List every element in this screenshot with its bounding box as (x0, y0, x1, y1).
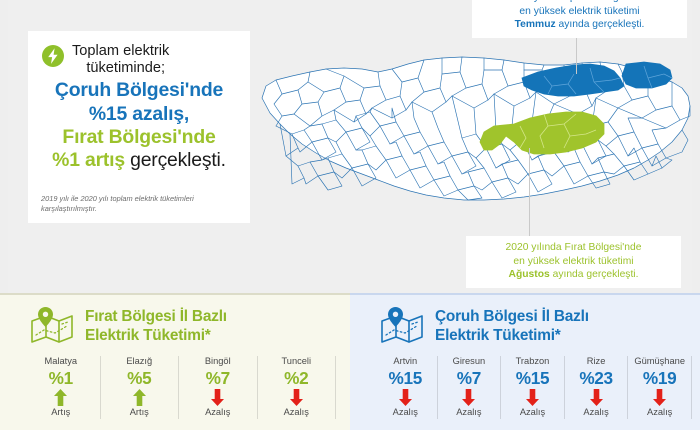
province-name: Tunceli (281, 356, 312, 366)
statement-firat-rest: gerçekleşti. (124, 149, 226, 172)
trend-down-icon (260, 388, 334, 406)
province-value: %7 (456, 368, 482, 389)
statement-firat-region: Fırat Bölgesi'nde (62, 126, 216, 148)
firat-callout: 2020 yılında Fırat Bölgesi'nde en yüksek… (466, 236, 681, 289)
coruh-callout-connector (576, 30, 577, 74)
firat-callout-line2: en yüksek elektrik tüketimi (513, 255, 634, 267)
province-direction: Azalış (519, 407, 546, 418)
statement-firat-value: %1 artış gerçekleşti. (41, 149, 237, 173)
statement-lead-line1: Toplam elektrik (72, 43, 170, 59)
province-value: %15 (515, 368, 550, 389)
province-column: Tunceli %2 Azalış (258, 356, 336, 419)
province-column: Rize %23 Azalış (565, 356, 629, 419)
province-value: %23 (579, 368, 613, 389)
firat-callout-line3: Ağustos ayında gerçekleşti. (476, 268, 671, 282)
province-column: Artvin %15 Azalış (374, 356, 438, 419)
province-value: %7 (205, 368, 231, 389)
province-direction: Azalış (205, 407, 231, 418)
trend-down-icon (567, 388, 626, 406)
coruh-columns: Artvin %15 Azalış Giresun %7 Azalış (374, 356, 692, 419)
coruh-callout-month: Temmuz (514, 19, 556, 31)
statement-lead: Toplam elektrik tüketiminde; (41, 43, 237, 77)
firat-callout-month: Ağustos (508, 269, 550, 281)
province-column: Bingöl %7 Azalış (179, 356, 258, 419)
province-name: Elazığ (126, 356, 153, 366)
province-column: Giresun %7 Azalış (438, 356, 502, 419)
province-name: Giresun (452, 356, 486, 366)
coruh-panel: Çoruh Bölgesi İl Bazlı Elektrik Tüketimi… (350, 293, 700, 430)
province-name: Gümüşhane (634, 356, 685, 366)
province-value: %1 (48, 368, 74, 389)
map-stage: Toplam elektrik tüketiminde; Çoruh Bölge… (0, 0, 700, 293)
province-direction: Azalış (583, 407, 609, 418)
province-name: Malatya (44, 356, 78, 366)
statement-coruh-region: Çoruh Bölgesi'nde (54, 79, 224, 102)
province-direction: Azalış (647, 407, 673, 418)
trend-down-icon (503, 388, 562, 406)
province-column: Gümüşhane %19 Azalış (628, 356, 692, 419)
province-direction: Azalış (456, 407, 482, 418)
trend-down-icon (440, 388, 499, 406)
firat-panel-title-line1: Fırat Bölgesi İl Bazlı (85, 307, 227, 325)
province-value: %15 (388, 368, 423, 389)
firat-callout-line1: 2020 yılında Fırat Bölgesi'nde (505, 242, 642, 253)
province-column: Trabzon %15 Azalış (501, 356, 565, 419)
firat-panel-title: Fırat Bölgesi İl Bazlı Elektrik Tüketimi… (85, 307, 227, 345)
statement-lead-text: Toplam elektrik tüketiminde; (72, 43, 169, 77)
statement-lead-line2: tüketiminde; (86, 60, 165, 77)
statement-firat-pct: %1 artış (52, 149, 125, 172)
province-direction: Artış (51, 407, 71, 418)
firat-callout-line3-rest: ayında gerçekleşti. (549, 269, 639, 281)
province-name: Artvin (393, 356, 418, 366)
province-name: Bingöl (204, 356, 231, 366)
province-direction: Azalış (392, 407, 418, 418)
lightning-bolt-icon (41, 44, 65, 68)
statement-highlight: Çoruh Bölgesi'nde %15 azalış, Fırat Bölg… (41, 79, 237, 173)
map-pin-icon (378, 306, 425, 346)
statement-footnote: 2019 yılı ile 2020 yılı toplam elektrik … (41, 193, 194, 213)
province-value: %2 (284, 368, 309, 389)
coruh-callout-line3-rest: ayında gerçekleşti. (555, 19, 645, 31)
province-value: %5 (127, 368, 152, 389)
turkey-provinces-map (252, 38, 696, 226)
trend-down-icon (630, 388, 689, 406)
trend-up-icon (103, 388, 177, 406)
province-column: Elazığ %5 Artış (101, 356, 179, 419)
province-direction: Azalış (283, 407, 309, 418)
coruh-callout-line3: Temmuz ayında gerçekleşti. (482, 18, 677, 32)
coruh-callout-line2: en yüksek elektrik tüketimi (519, 5, 640, 17)
province-value: %19 (642, 368, 677, 389)
trend-down-icon (181, 388, 255, 406)
firat-panel: Fırat Bölgesi İl Bazlı Elektrik Tüketimi… (0, 293, 350, 430)
statement-coruh-value: %15 azalış, (88, 102, 190, 125)
coruh-panel-title-line1: Çoruh Bölgesi İl Bazlı (435, 307, 589, 325)
firat-callout-connector (529, 148, 530, 240)
firat-panel-header: Fırat Bölgesi İl Bazlı Elektrik Tüketimi… (0, 295, 350, 346)
firat-columns: Malatya %1 Artış Elazığ %5 Artış B (22, 356, 336, 419)
province-name: Rize (586, 356, 606, 366)
coruh-callout: 2020 yılında Çoruh Bölgesi'nde en yüksek… (472, 0, 687, 39)
province-panels: Fırat Bölgesi İl Bazlı Elektrik Tüketimi… (0, 293, 700, 430)
coruh-panel-header: Çoruh Bölgesi İl Bazlı Elektrik Tüketimi… (350, 295, 700, 346)
map-pin-icon (28, 306, 75, 346)
province-direction: Artış (129, 407, 149, 418)
province-column: Malatya %1 Artış (22, 356, 101, 419)
coruh-panel-title: Çoruh Bölgesi İl Bazlı Elektrik Tüketimi… (435, 307, 589, 345)
trend-down-icon (376, 388, 435, 406)
main-statement-card: Toplam elektrik tüketiminde; Çoruh Bölge… (28, 31, 250, 223)
province-name: Trabzon (515, 356, 550, 366)
coruh-callout-line1: 2020 yılında Çoruh Bölgesi'nde (482, 0, 677, 5)
firat-panel-title-line2: Elektrik Tüketimi* (85, 327, 211, 344)
coruh-panel-title-line2: Elektrik Tüketimi* (435, 327, 561, 344)
trend-up-icon (24, 388, 98, 406)
